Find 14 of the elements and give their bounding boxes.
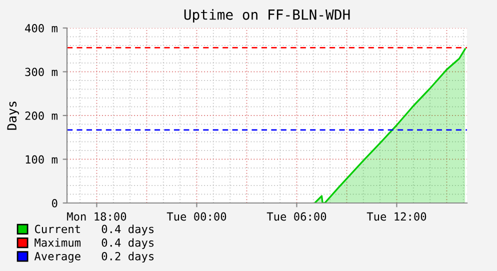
x-tick-label: Mon 18:00	[67, 212, 126, 221]
y-tick-label: 400 m	[25, 24, 58, 32]
legend-label: Current 0.4 days	[34, 224, 154, 236]
x-tick-label: Tue 12:00	[366, 212, 426, 221]
y-tick-label: 200 m	[25, 112, 58, 120]
chart-title: Uptime on FF-BLN-WDH	[184, 9, 350, 23]
y-tick-label: 300 m	[25, 68, 58, 76]
x-tick-label: Tue 06:00	[266, 212, 326, 221]
legend-label: Average 0.2 days	[34, 252, 154, 263]
y-tick-label: 0	[52, 199, 58, 208]
x-tick-label: Tue 00:00	[166, 212, 226, 221]
y-axis-title: Days	[7, 102, 19, 130]
legend-label: Maximum 0.4 days	[34, 238, 154, 249]
y-tick-label: 100 m	[26, 155, 58, 164]
